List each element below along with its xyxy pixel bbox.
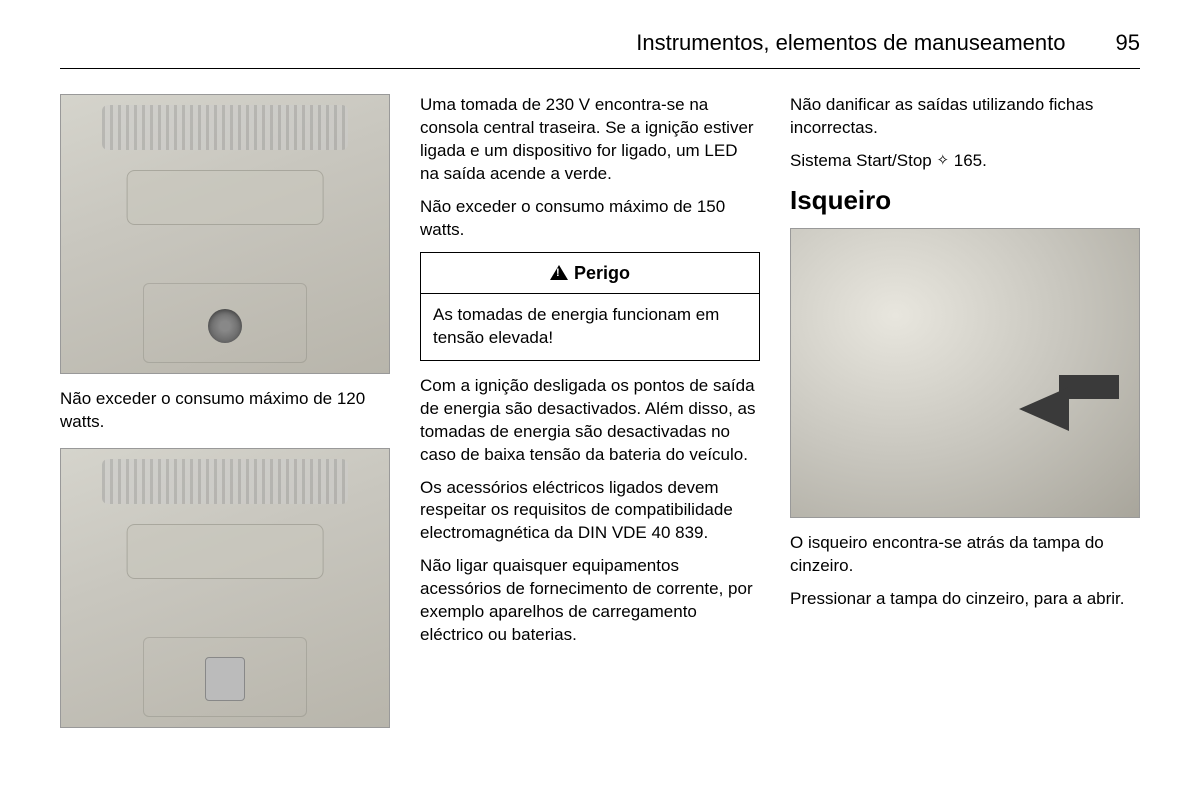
outlet-circle-graphic (208, 309, 242, 343)
danger-warning-header: Perigo (421, 253, 759, 294)
page-number: 95 (1116, 30, 1140, 56)
danger-warning-box: Perigo As tomadas de energia funcionam e… (420, 252, 760, 361)
danger-label: Perigo (574, 261, 630, 285)
max-consumption-150w-text: Não exceder o consumo máximo de 150 watt… (420, 196, 760, 242)
figure-power-outlet-230v (60, 448, 390, 728)
no-damage-plugs-text: Não danificar as saídas utilizando ficha… (790, 94, 1140, 140)
max-consumption-120w-text: Não exceder o consumo máximo de 120 watt… (60, 388, 390, 434)
content-columns: Não exceder o consumo máximo de 120 watt… (60, 94, 1140, 728)
page-reference-number: 165. (954, 151, 987, 170)
outlet-230v-description: Uma tomada de 230 V encontra-se na conso… (420, 94, 760, 186)
column-3: Não danificar as saídas utilizando ficha… (790, 94, 1140, 728)
column-1: Não exceder o consumo máximo de 120 watt… (60, 94, 390, 728)
start-stop-reference: Sistema Start/Stop ✧ 165. (790, 150, 1140, 173)
figure-cigarette-lighter (790, 228, 1140, 518)
outlet-square-graphic (205, 657, 245, 701)
lighter-location-text: O isqueiro encontra-se atrás da tampa do… (790, 532, 1140, 578)
vent-graphic (102, 105, 348, 150)
warning-triangle-icon (550, 265, 568, 280)
no-charging-equipment-text: Não ligar quaisquer equipamentos acessór… (420, 555, 760, 647)
ignition-off-text: Com a ignição desligada os pontos de saí… (420, 375, 760, 467)
vent-graphic (102, 459, 348, 504)
press-ashtray-cover-text: Pressionar a tampa do cinzeiro, para a a… (790, 588, 1140, 611)
isqueiro-heading: Isqueiro (790, 183, 1140, 218)
danger-warning-body: As tomadas de energia funcionam em tensã… (421, 294, 759, 360)
start-stop-text: Sistema Start/Stop (790, 151, 936, 170)
page-title: Instrumentos, elementos de manuseamento (636, 30, 1065, 56)
page-header: Instrumentos, elementos de manuseamento … (60, 30, 1140, 69)
page-reference-icon: ✧ (936, 151, 949, 171)
arrow-head-graphic (1019, 387, 1069, 431)
panel-graphic (127, 524, 324, 579)
figure-power-outlet-120w (60, 94, 390, 374)
panel-graphic (127, 170, 324, 225)
isqueiro-scene-graphic (791, 229, 1139, 517)
din-vde-text: Os acessórios eléctricos ligados devem r… (420, 477, 760, 546)
column-2: Uma tomada de 230 V encontra-se na conso… (420, 94, 760, 728)
